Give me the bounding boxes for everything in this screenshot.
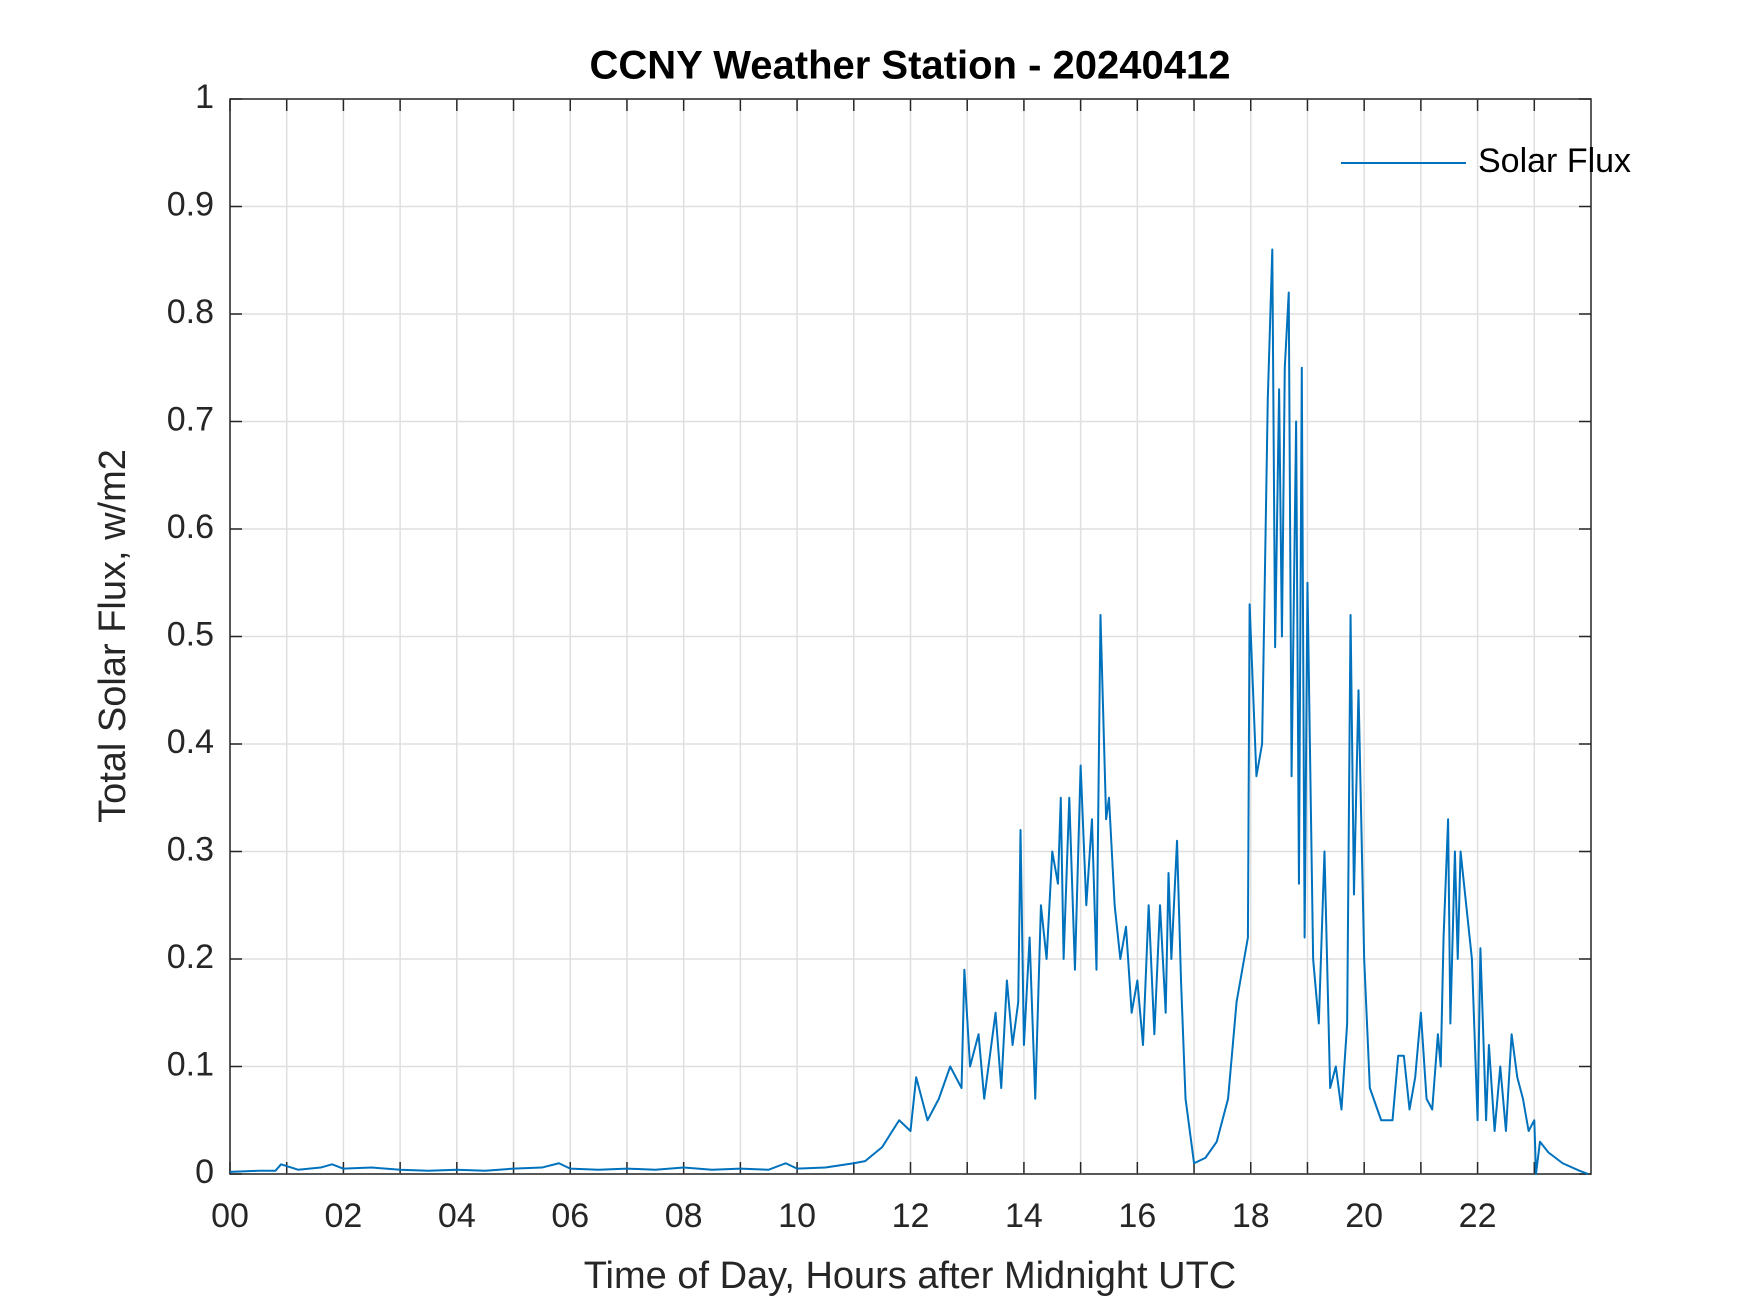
line-series [229, 248, 1589, 1175]
x-tick-label: 02 [325, 1197, 363, 1235]
x-axis-label: Time of Day, Hours after Midnight UTC [584, 1255, 1237, 1297]
y-tick-label: 0.4 [167, 723, 214, 761]
legend-label: Solar Flux [1478, 142, 1631, 180]
y-tick-label: 0.9 [167, 185, 214, 223]
x-tick-label: 16 [1118, 1197, 1156, 1235]
y-tick-label: 0.5 [167, 615, 214, 653]
y-tick-label: 0.3 [167, 830, 214, 868]
y-tick-label: 1 [195, 78, 214, 116]
y-tick-label: 0.8 [167, 293, 214, 331]
y-tick-label: 0 [195, 1153, 214, 1191]
x-tick-label: 06 [551, 1197, 589, 1235]
x-tick-label: 04 [438, 1197, 476, 1235]
x-tick-label: 14 [1005, 1197, 1043, 1235]
y-tick-label: 0.1 [167, 1045, 214, 1083]
x-tick-label: 20 [1345, 1197, 1383, 1235]
x-tick-label: 18 [1232, 1197, 1270, 1235]
y-tick-label: 0.6 [167, 508, 214, 546]
x-tick-label: 10 [778, 1197, 816, 1235]
x-tick-label: 08 [665, 1197, 703, 1235]
y-axis-label: Total Solar Flux, w/m2 [92, 449, 134, 823]
x-tick-label: 22 [1459, 1197, 1497, 1235]
plot-frame [229, 98, 1592, 1175]
x-tick-label: 00 [211, 1197, 249, 1235]
x-tick-label: 12 [892, 1197, 930, 1235]
chart-title: CCNY Weather Station - 20240412 [590, 44, 1231, 88]
y-tick-label: 0.2 [167, 938, 214, 976]
y-tick-label: 0.7 [167, 400, 214, 438]
